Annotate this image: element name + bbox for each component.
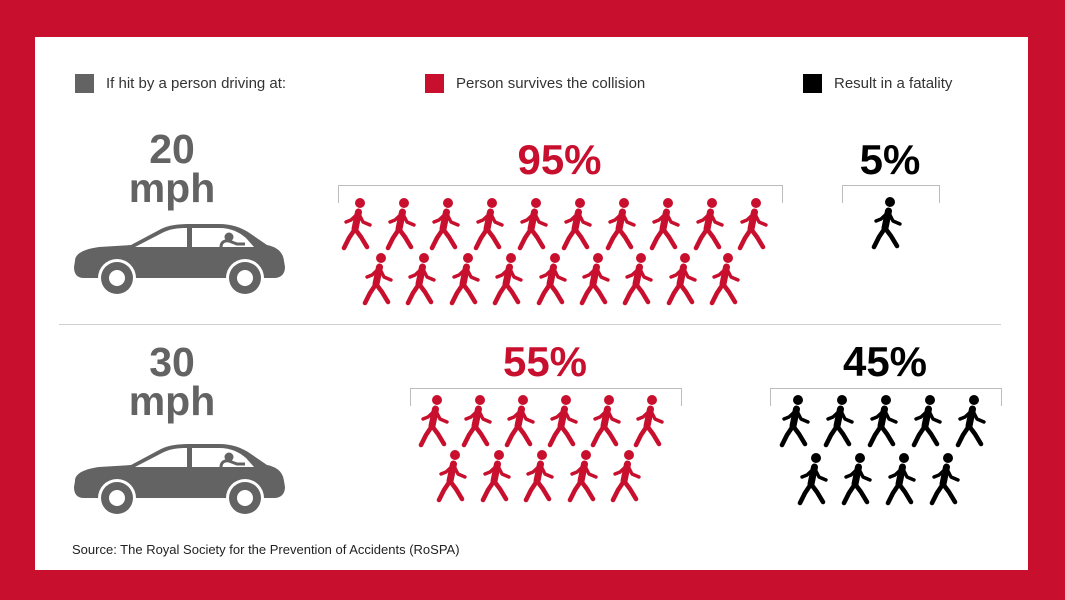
pedestrian-icon [823,395,857,449]
speed-value: 30 [149,339,195,385]
pedestrian-icon [385,198,419,252]
pedestrian-icon [693,198,727,252]
speed-value: 20 [149,126,195,172]
survive-bracket-30 [410,388,682,406]
pedestrian-icon [841,453,875,507]
pedestrian-icon [590,395,624,449]
speed-unit: mph [128,165,216,211]
pedestrian-icon [955,395,989,449]
survive-bracket-20 [338,185,783,203]
pedestrian-icon [461,395,495,449]
pedestrian-icon [779,395,813,449]
legend-fatality: Result in a fatality [803,74,952,93]
infographic-card: If hit by a person driving at: Person su… [35,37,1028,570]
pedestrian-icon [885,453,919,507]
pedestrian-icon [341,198,375,252]
pedestrian-icon [418,395,452,449]
legend-label-fatality: Result in a fatality [834,75,953,92]
pedestrian-icon [480,450,514,504]
pedestrian-icon [709,253,743,307]
pedestrian-icon [547,395,581,449]
pedestrian-icon [536,253,570,307]
pedestrian-icon [405,253,439,307]
fatal-percent-20: 5% [859,136,921,183]
pedestrian-icon [429,198,463,252]
pedestrian-icon [633,395,667,449]
car-icon [69,437,289,517]
legend-swatch-driving [75,74,94,93]
fatal-percent-30: 45% [842,338,928,385]
car-icon [69,217,289,297]
pedestrian-icon [622,253,656,307]
survive-percent-20: 95% [517,136,602,183]
pedestrian-icon [666,253,700,307]
pedestrian-icon [436,450,470,504]
pedestrian-icon [504,395,538,449]
pedestrian-icon [579,253,613,307]
pedestrian-icon [797,453,831,507]
fatal-bracket-20 [842,185,940,203]
pedestrian-icon [867,395,901,449]
survive-percent-30: 55% [502,338,588,385]
legend-label-driving: If hit by a person driving at: [106,75,287,92]
pedestrian-icon [929,453,963,507]
legend-label-survives: Person survives the collision [456,75,646,92]
speed-label-20: 20 mph [97,126,247,211]
pedestrian-icon [605,198,639,252]
pedestrian-icon [362,253,396,307]
pedestrian-icon [567,450,601,504]
pedestrian-icon [449,253,483,307]
pedestrian-icon [871,197,905,251]
legend-driving: If hit by a person driving at: [75,74,286,93]
fatal-bracket-30 [770,388,1002,406]
legend-swatch-fatality [803,74,822,93]
pedestrian-icon [911,395,945,449]
speed-label-30: 30 mph [97,339,247,424]
pedestrian-icon [561,198,595,252]
pedestrian-icon [610,450,644,504]
speed-unit: mph [128,378,216,424]
pedestrian-icon [492,253,526,307]
legend-survives: Person survives the collision [425,74,645,93]
pedestrian-icon [649,198,683,252]
pedestrian-icon [523,450,557,504]
pedestrian-icon [473,198,507,252]
source-note: Source: The Royal Society for the Preven… [72,542,460,557]
row-divider [59,324,1001,325]
legend-swatch-survives [425,74,444,93]
pedestrian-icon [737,198,771,252]
pedestrian-icon [517,198,551,252]
